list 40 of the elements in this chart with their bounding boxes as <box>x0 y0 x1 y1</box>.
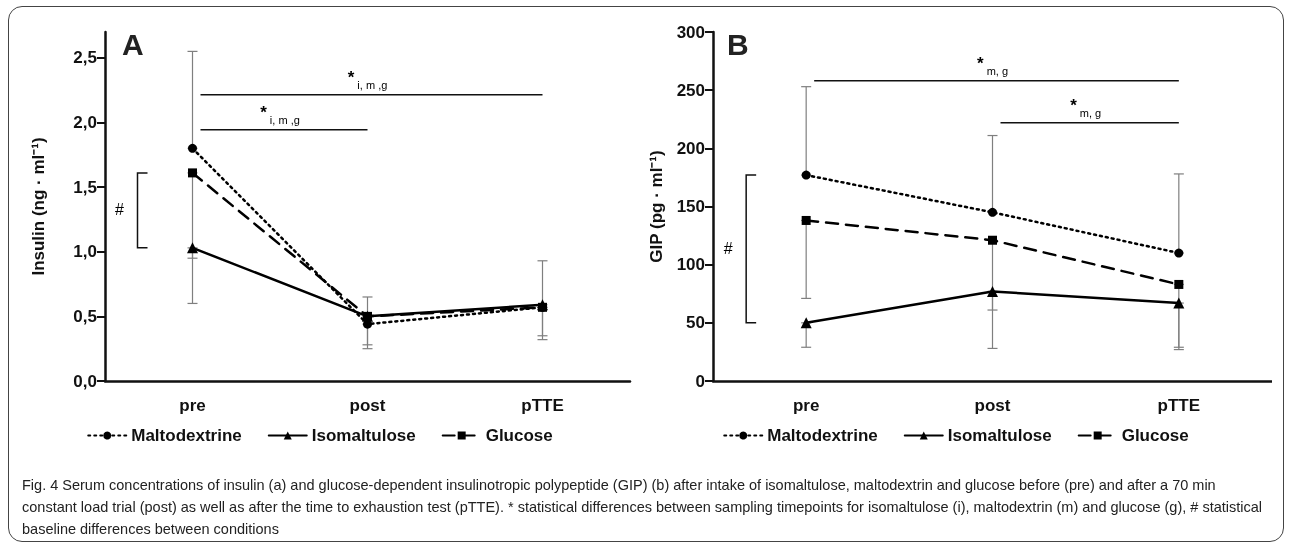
x-tick-label: post <box>349 396 386 415</box>
significance-bracket: *$_{m, g}$ <box>813 53 1180 82</box>
y-tick-label: 300 <box>676 22 705 42</box>
y-tick-label: 1,0 <box>73 242 97 262</box>
y-tick-label: 100 <box>676 255 705 275</box>
y-axis-title: Insulin (ng · ml⁻¹) <box>29 137 48 276</box>
y-tick-label: 0 <box>695 371 705 391</box>
annotation: *$_{i, m ,g}$ <box>260 102 300 126</box>
y-tick-label: 50 <box>686 313 705 333</box>
caption: Fig. 4 Serum concentrations of insulin (a) and glucose-dependent insulinotropic polypeptide (GIP) (b) after intake of isomaltulose, maltodextrin and glucose before (pre) and after a 70 min constant load trial (post) as well as after the time to exhaustion test (pTTE). * statistical differences between sampling timepoints for isomaltulose (i), maltodextrin (m) and glucose (g), # statistical baseline differences between conditions <box>22 476 1263 539</box>
significance-bracket: *$_{i, m ,g}$ <box>199 67 544 96</box>
y-tick-label: 200 <box>676 138 705 158</box>
x-tick-label: pTTE <box>521 396 564 415</box>
y-tick-label: 1,5 <box>73 177 97 197</box>
legend-label: Glucose <box>485 426 553 445</box>
y-tick-label: 2,0 <box>73 112 97 132</box>
legend-label: Glucose <box>1121 426 1189 445</box>
x-tick-label: pre <box>792 396 820 415</box>
x-tick-label: post <box>974 396 1011 415</box>
y-tick-label: 0,0 <box>73 371 97 391</box>
y-tick-label: 2,5 <box>73 48 97 68</box>
x-tick-label: pTTE <box>1157 396 1201 415</box>
legend-label: Maltodextrine <box>767 426 878 445</box>
annotation: *$_{m, g}$ <box>1070 95 1102 119</box>
baseline-bracket: # <box>723 174 757 324</box>
legend-label: Maltodextrine <box>131 426 242 445</box>
y-tick-label: 0,5 <box>73 306 97 326</box>
legend-label: Isomaltulose <box>947 426 1052 445</box>
y-tick-label: 150 <box>676 197 705 216</box>
baseline-bracket: # <box>115 172 149 249</box>
annotation: *$_{m, g}$ <box>976 53 1009 77</box>
annotation: *$_{i, m ,g}$ <box>347 67 388 91</box>
y-axis-title: GIP (pg · ml⁻¹) <box>647 150 666 263</box>
significance-bracket: *$_{i, m ,g}$ <box>199 102 369 131</box>
chart-title: B <box>727 27 749 61</box>
legend-label: Isomaltulose <box>311 426 416 445</box>
y-tick-label: 250 <box>676 80 705 100</box>
x-tick-label: pre <box>179 396 206 415</box>
chart-title: A <box>122 27 144 61</box>
significance-bracket: *$_{m, g}$ <box>999 95 1180 124</box>
